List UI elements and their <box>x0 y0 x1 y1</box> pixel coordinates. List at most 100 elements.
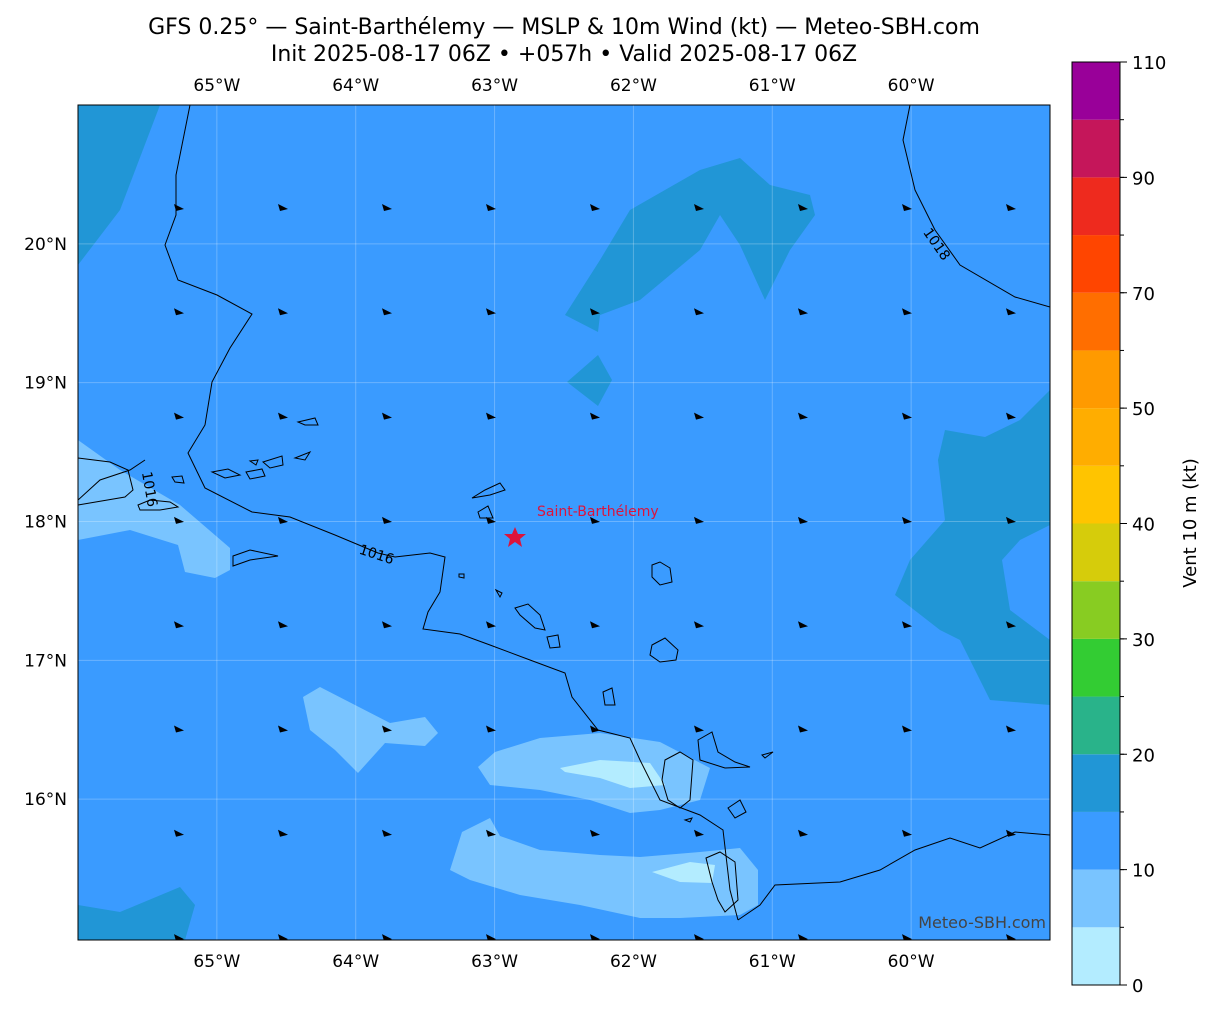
colorbar-frame <box>1071 61 1121 986</box>
colorbar-band <box>1072 119 1120 178</box>
isobar <box>902 105 1050 308</box>
wind-arrow <box>798 725 808 733</box>
wind-arrow <box>382 308 392 316</box>
wind-arrow <box>278 725 288 733</box>
colorbar-band <box>1072 581 1120 639</box>
wind-arrow <box>382 829 392 837</box>
colorbar-band <box>1072 927 1120 985</box>
colorbar-tick-label: 40 <box>1132 515 1155 536</box>
wind-arrow <box>486 725 496 733</box>
colorbar-tick-label: 50 <box>1132 399 1155 420</box>
field <box>303 687 438 773</box>
wind-arrow <box>590 516 600 524</box>
field <box>567 355 612 406</box>
x-tick-label: 60°W <box>888 76 935 96</box>
field <box>78 887 195 940</box>
wind-arrow <box>694 934 704 940</box>
wind-arrow <box>902 412 912 420</box>
wind-arrow <box>1006 725 1016 733</box>
watermark: Meteo-SBH.com <box>918 913 1046 932</box>
wind-arrow <box>486 621 496 629</box>
field <box>652 862 715 883</box>
subtitle: Init 2025-08-17 06Z • +057h • Valid 2025… <box>271 42 857 67</box>
colorbar-band <box>1072 350 1120 409</box>
wind-arrow <box>486 412 496 420</box>
wind-arrow <box>590 204 600 211</box>
isobar <box>78 459 146 501</box>
wind-arrow <box>902 516 912 524</box>
x-tick-label: 65°W <box>193 76 240 96</box>
wind-arrow <box>1006 412 1016 420</box>
colorbar-tick-label: 20 <box>1132 745 1155 766</box>
wind-arrow <box>382 516 392 524</box>
colorbar-band <box>1072 811 1120 870</box>
coastline <box>78 417 774 913</box>
wind-arrow <box>694 621 704 629</box>
y-tick-label: 17°N <box>24 651 67 671</box>
wind-arrow <box>1006 308 1016 316</box>
wind-arrow <box>278 621 288 629</box>
colorbar-band <box>1072 869 1120 928</box>
wind-arrow <box>174 621 184 629</box>
wind-arrow <box>902 934 912 940</box>
wind-arrow <box>278 204 288 211</box>
y-tick-label: 19°N <box>24 374 67 394</box>
field <box>560 760 665 788</box>
colorbar-band <box>1072 408 1120 466</box>
wind-arrow <box>798 412 808 420</box>
wind-arrow <box>174 204 184 211</box>
wind-arrow <box>902 621 912 629</box>
x-tick-label: 61°W <box>749 76 796 96</box>
place-label: Saint-Barthélemy <box>537 504 659 520</box>
wind-arrow <box>590 412 600 420</box>
wind-arrow <box>1006 934 1016 940</box>
colorbar-band <box>1072 235 1120 293</box>
wind-arrow <box>382 204 392 211</box>
y-tick-label: 18°N <box>24 513 67 533</box>
wind-arrow <box>590 934 600 940</box>
wind-arrow <box>174 725 184 733</box>
title: GFS 0.25° — Saint-Barthélemy — MSLP & 10… <box>148 15 980 40</box>
colorbar-band <box>1072 523 1120 582</box>
wind-arrow <box>382 412 392 420</box>
wind-arrow <box>798 308 808 316</box>
field <box>78 105 160 265</box>
x-tick-label: 64°W <box>332 952 379 972</box>
colorbar-band <box>1072 638 1120 697</box>
colorbar-tick-label: 110 <box>1132 53 1166 74</box>
wind-arrow <box>902 829 912 837</box>
x-tick-label: 64°W <box>332 76 379 96</box>
wind-arrow <box>694 516 704 524</box>
colorbar-band <box>1072 62 1120 120</box>
wind-arrow <box>382 725 392 733</box>
wind-arrow <box>694 829 704 837</box>
x-tick-label: 65°W <box>193 952 240 972</box>
x-tick-label: 63°W <box>471 76 518 96</box>
wind-arrow <box>174 308 184 316</box>
wind-arrow <box>486 829 496 837</box>
map-frame <box>77 104 1051 941</box>
wind-arrow <box>798 829 808 837</box>
wind-arrow <box>486 934 496 940</box>
wind-arrow <box>382 934 392 940</box>
colorbar-band <box>1072 754 1120 812</box>
wind-arrow <box>1006 829 1016 837</box>
wind-arrow <box>902 204 912 211</box>
colorbar-tick-label: 70 <box>1132 284 1155 305</box>
field <box>565 158 815 332</box>
isobar <box>737 831 1050 921</box>
wind-arrow <box>486 308 496 316</box>
wind-arrow <box>798 934 808 940</box>
colorbar-band <box>1072 177 1120 236</box>
field <box>450 818 758 918</box>
wind-arrow <box>278 516 288 524</box>
wind-arrow <box>278 829 288 837</box>
wind-arrow <box>694 412 704 420</box>
x-tick-label: 60°W <box>888 952 935 972</box>
wind-arrow <box>590 308 600 316</box>
wind-arrow <box>798 204 808 211</box>
location-star <box>504 527 526 547</box>
wind-arrow <box>486 516 496 524</box>
map: 1016 1016 1018 Saint-Barthélemy Meteo-SB… <box>78 105 1050 940</box>
y-tick-label: 20°N <box>24 235 67 255</box>
